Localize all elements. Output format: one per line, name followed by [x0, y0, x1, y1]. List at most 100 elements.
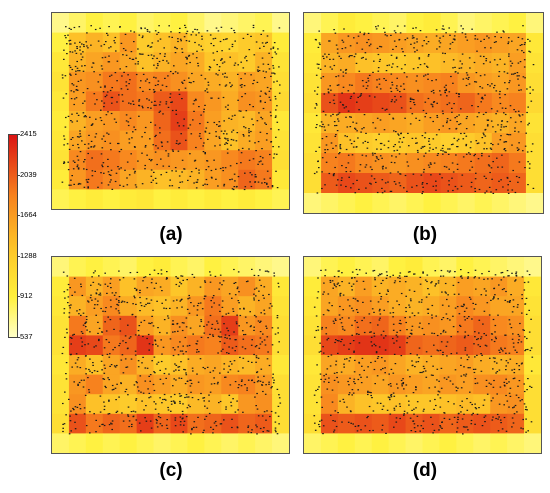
- sample-point: [497, 418, 499, 420]
- sample-point: [218, 288, 220, 290]
- sample-point: [219, 274, 222, 276]
- sample-point: [348, 56, 350, 58]
- sample-point: [127, 74, 129, 76]
- sample-point: [413, 42, 416, 44]
- sample-point: [232, 308, 234, 310]
- heatmap-cell: [388, 257, 407, 278]
- sample-point: [108, 341, 110, 343]
- sample-point: [236, 286, 239, 288]
- sample-point: [505, 290, 507, 293]
- sample-point: [156, 63, 159, 65]
- sample-point: [501, 288, 504, 291]
- sample-point: [247, 425, 250, 427]
- heatmap-cell: [456, 374, 474, 395]
- sample-point: [325, 144, 328, 146]
- sample-point: [395, 57, 398, 59]
- heatmap-cell: [102, 150, 121, 171]
- sample-point: [96, 289, 99, 291]
- sample-point: [326, 56, 328, 58]
- sample-point: [273, 42, 276, 44]
- heatmap-cell: [473, 296, 491, 317]
- sample-point: [505, 430, 508, 432]
- sample-point: [320, 350, 322, 352]
- sample-point: [236, 162, 238, 165]
- sample-point: [259, 101, 262, 103]
- sample-point: [87, 187, 89, 189]
- sample-point: [196, 305, 199, 307]
- sample-point: [403, 72, 406, 74]
- sample-point: [231, 131, 233, 133]
- sample-point: [229, 369, 232, 371]
- heatmap-cell: [102, 71, 121, 92]
- sample-point: [357, 425, 360, 427]
- sample-point: [186, 58, 188, 60]
- sample-point: [133, 295, 135, 297]
- sample-point: [443, 151, 446, 153]
- sample-point: [385, 293, 388, 295]
- sample-point: [320, 396, 323, 398]
- sample-point: [380, 282, 383, 284]
- sample-point: [193, 100, 196, 102]
- sample-point: [241, 84, 243, 86]
- sample-point: [455, 127, 458, 130]
- sample-point: [104, 56, 107, 58]
- sample-point: [473, 343, 475, 345]
- sample-point: [525, 313, 528, 315]
- colorbar-tick-label: 537: [20, 332, 33, 341]
- sample-point: [64, 391, 66, 393]
- sample-point: [442, 25, 444, 27]
- sample-point: [272, 157, 275, 159]
- sample-point: [421, 182, 424, 184]
- sample-point: [356, 309, 358, 311]
- sample-point: [327, 88, 330, 90]
- sample-point: [488, 37, 490, 39]
- sample-point: [93, 370, 96, 372]
- sample-point: [313, 394, 316, 396]
- sample-point: [476, 116, 479, 118]
- heatmap-cell: [170, 355, 189, 376]
- sample-point: [72, 168, 75, 170]
- sample-point: [402, 382, 405, 384]
- sample-point: [201, 308, 204, 310]
- sample-point: [359, 31, 361, 33]
- sample-point: [524, 77, 526, 79]
- sample-point: [365, 87, 368, 90]
- sample-point: [95, 292, 98, 294]
- sample-point: [372, 410, 375, 412]
- heatmap-cell: [355, 133, 373, 154]
- sample-point: [499, 97, 501, 99]
- sample-point: [169, 96, 171, 98]
- sample-point: [150, 121, 152, 123]
- sample-point: [490, 108, 493, 110]
- sample-point: [392, 118, 395, 120]
- sample-point: [508, 55, 510, 57]
- sample-point: [181, 48, 183, 50]
- sample-point: [332, 58, 335, 60]
- sample-point: [404, 117, 406, 119]
- sample-point: [442, 150, 444, 152]
- sample-point: [377, 301, 380, 303]
- sample-point: [330, 142, 333, 144]
- sample-point: [237, 409, 239, 411]
- sample-point: [120, 42, 123, 44]
- sample-point: [77, 70, 79, 72]
- sample-point: [390, 54, 393, 56]
- sample-point: [390, 385, 392, 387]
- sample-point: [277, 327, 279, 329]
- sample-point: [470, 181, 473, 183]
- sample-point: [83, 413, 86, 415]
- sample-point: [230, 405, 233, 407]
- sample-point: [529, 92, 531, 94]
- sample-point: [395, 87, 398, 89]
- sample-point: [407, 165, 410, 167]
- sample-point: [181, 418, 184, 420]
- sample-point: [462, 305, 464, 308]
- sample-point: [500, 348, 503, 351]
- heatmap-cell: [119, 130, 138, 151]
- sample-point: [400, 107, 403, 109]
- sample-point: [67, 169, 70, 171]
- sample-point: [249, 181, 251, 183]
- sample-point: [414, 51, 416, 53]
- sample-point: [489, 147, 492, 149]
- panel-label-c: (c): [159, 460, 183, 481]
